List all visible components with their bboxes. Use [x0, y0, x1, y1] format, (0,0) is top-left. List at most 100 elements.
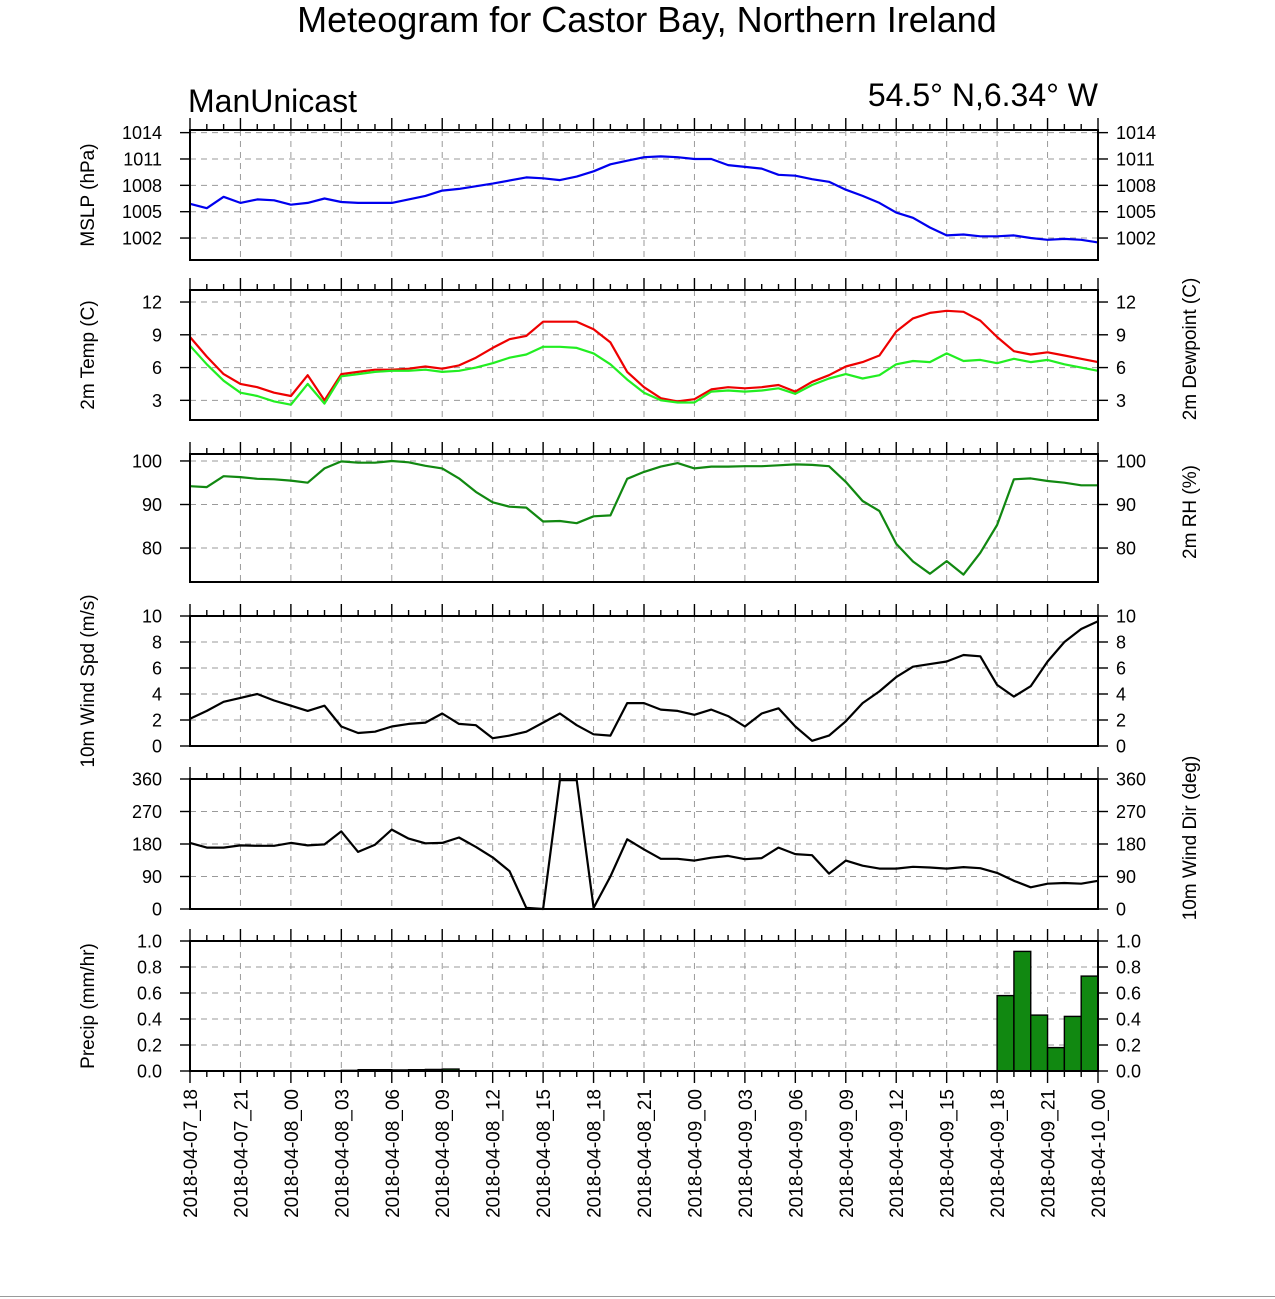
y-ticklabel-left: 10 — [142, 607, 162, 627]
x-ticklabel: 2018-04-08_18 — [585, 1089, 606, 1218]
y-ticklabel-right: 0.0 — [1116, 1062, 1141, 1082]
panel-wind_dir: 0 0 90 90 180 180 270 270 360 360 10m Wind Dir (de… — [132, 756, 1201, 921]
x-ticklabel: 2018-04-08_03 — [332, 1089, 353, 1218]
temp-line-0 — [189, 309, 1099, 403]
y-ticklabel-left: 0 — [152, 900, 162, 920]
y-axis-title-left: Precip (mm/hr) — [78, 943, 99, 1069]
y-ticklabel-right: 6 — [1116, 659, 1126, 679]
x-ticklabel: 2018-04-08_15 — [534, 1089, 555, 1218]
y-ticklabel-left: 8 — [152, 633, 162, 653]
y-ticklabel-right: 10 — [1116, 607, 1136, 627]
y-ticklabel-left: 2 — [152, 711, 162, 731]
y-axis-title-right: 2m Dewpoint (C) — [1180, 278, 1201, 421]
y-ticklabel-left: 90 — [142, 867, 162, 887]
y-ticklabel-right: 1002 — [1116, 229, 1156, 249]
y-ticklabel-left: 4 — [152, 685, 162, 705]
precip-bar — [1013, 950, 1032, 1072]
panel-mslp: 1002 1002 1005 1005 1008 1008 1011 1011 1014 1014… — [78, 118, 1156, 261]
y-ticklabel-left: 1008 — [122, 176, 162, 196]
y-ticklabel-left: 1014 — [122, 123, 162, 143]
y-ticklabel-left: 3 — [152, 391, 162, 411]
y-ticklabel-left: 0.6 — [137, 984, 162, 1004]
precip-bar — [1030, 1014, 1049, 1072]
y-ticklabel-right: 9 — [1116, 325, 1126, 345]
y-ticklabel-left: 80 — [142, 539, 162, 559]
panel-wind_speed: 0 0 2 2 4 4 6 6 8 8 10 10 10m Wind Spd (m/s) — [78, 594, 1136, 767]
y-axis-title-right: 2m RH (%) — [1180, 465, 1201, 559]
x-ticklabel: 2018-04-09_15 — [938, 1089, 959, 1218]
panel-precip: 0.0 0.0 0.2 0.2 0.4 0.4 0.6 0.6 0.8 0.8 1.0 1.0 Prec… — [78, 929, 1141, 1083]
x-ticklabel: 2018-04-09_21 — [1039, 1089, 1060, 1218]
y-ticklabel-left: 100 — [132, 451, 162, 471]
y-ticklabel-right: 1011 — [1116, 149, 1155, 169]
y-ticklabel-right: 6 — [1116, 358, 1126, 378]
y-ticklabel-right: 100 — [1116, 451, 1146, 471]
y-ticklabel-left: 1011 — [123, 149, 162, 169]
x-ticklabel: 2018-04-09_12 — [887, 1089, 908, 1218]
y-axis-title-left: MSLP (hPa) — [78, 143, 99, 246]
x-ticklabel: 2018-04-07_21 — [231, 1089, 252, 1218]
y-ticklabel-left: 1002 — [122, 229, 162, 249]
y-ticklabel-left: 0.8 — [137, 958, 162, 978]
y-ticklabel-left: 1005 — [122, 202, 162, 222]
y-ticklabel-left: 0.2 — [137, 1036, 162, 1056]
y-axis-title-left: 2m Temp (C) — [78, 300, 99, 409]
precip-bar — [1080, 975, 1099, 1072]
y-ticklabel-right: 1008 — [1116, 176, 1156, 196]
precip-bar — [1063, 1015, 1082, 1072]
chart-title: Meteogram for Castor Bay, Northern Irela… — [297, 0, 997, 40]
y-ticklabel-left: 0.4 — [137, 1010, 162, 1030]
y-ticklabel-right: 4 — [1116, 685, 1126, 705]
y-ticklabel-right: 1014 — [1116, 123, 1156, 143]
y-axis-title-left: 10m Wind Spd (m/s) — [78, 594, 99, 767]
y-ticklabel-left: 6 — [152, 659, 162, 679]
rh-line-0 — [189, 459, 1098, 576]
x-ticklabel: 2018-04-09_00 — [685, 1089, 706, 1218]
y-ticklabel-right: 80 — [1116, 539, 1136, 559]
y-ticklabel-right: 90 — [1116, 867, 1136, 887]
x-ticklabel: 2018-04-09_03 — [736, 1089, 757, 1218]
x-ticklabel: 2018-04-08_09 — [433, 1089, 454, 1218]
y-ticklabel-right: 0.4 — [1116, 1010, 1141, 1030]
y-ticklabel-right: 0 — [1116, 900, 1126, 920]
y-ticklabel-right: 270 — [1116, 802, 1146, 822]
y-ticklabel-right: 0.8 — [1116, 958, 1141, 978]
y-axis-title-right: 10m Wind Dir (deg) — [1180, 756, 1201, 921]
y-ticklabel-right: 3 — [1116, 391, 1126, 411]
x-ticklabel: 2018-04-09_18 — [988, 1089, 1009, 1218]
y-ticklabel-right: 90 — [1116, 495, 1136, 515]
x-ticklabel: 2018-04-10_00 — [1089, 1089, 1110, 1218]
x-ticklabel: 2018-04-09_09 — [837, 1089, 858, 1218]
panel-rh: 80 80 90 90 100 100 2m RH (%) — [132, 442, 1201, 583]
y-ticklabel-left: 90 — [142, 495, 162, 515]
x-ticklabel: 2018-04-09_06 — [786, 1089, 807, 1218]
bottom-rule — [0, 1296, 1275, 1297]
y-ticklabel-right: 360 — [1116, 770, 1146, 790]
location-label: 54.5° N,6.34° W — [868, 77, 1099, 113]
y-ticklabel-right: 0 — [1116, 737, 1126, 757]
y-ticklabel-left: 6 — [152, 358, 162, 378]
x-ticklabel: 2018-04-08_21 — [635, 1089, 656, 1218]
wind_speed-line-0 — [189, 620, 1099, 742]
wind_dir-line-0 — [189, 778, 1099, 911]
panel-frame — [189, 453, 1099, 583]
x-ticklabel: 2018-04-08_12 — [484, 1089, 505, 1218]
y-ticklabel-right: 2 — [1116, 711, 1126, 731]
y-ticklabel-right: 0.6 — [1116, 984, 1141, 1004]
precip-bar — [1046, 1046, 1066, 1072]
model-label: ManUnicast — [188, 83, 357, 119]
y-ticklabel-left: 1.0 — [137, 932, 162, 952]
x-ticklabel: 2018-04-08_06 — [383, 1089, 404, 1218]
y-ticklabel-left: 270 — [132, 802, 162, 822]
y-ticklabel-left: 180 — [132, 835, 162, 855]
y-ticklabel-left: 0 — [152, 737, 162, 757]
x-ticklabel: 2018-04-07_18 — [181, 1089, 202, 1218]
y-ticklabel-left: 360 — [132, 770, 162, 790]
panel-temp: 3 3 6 6 9 9 12 12 2m Temp (C) 2m Dewpoint (C) — [78, 278, 1201, 421]
y-ticklabel-left: 0.0 — [137, 1062, 162, 1082]
y-ticklabel-right: 0.2 — [1116, 1036, 1141, 1056]
x-ticklabel: 2018-04-08_00 — [282, 1089, 303, 1218]
y-ticklabel-right: 180 — [1116, 835, 1146, 855]
